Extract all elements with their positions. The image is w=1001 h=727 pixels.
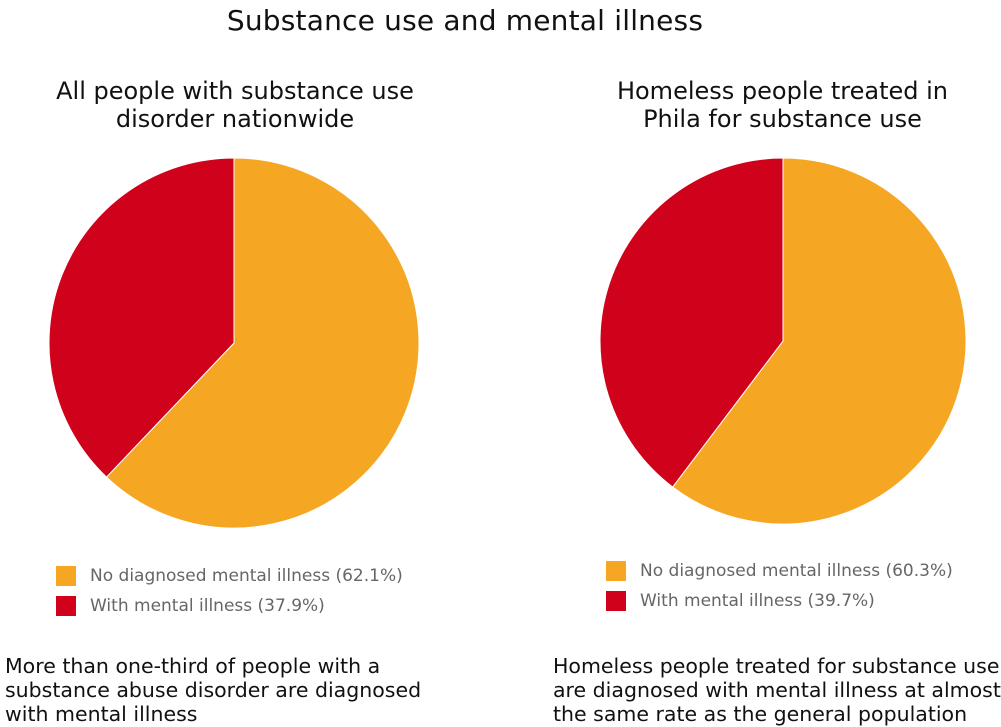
chart-panel-nationwide: All people with substance use disorder n…: [0, 0, 470, 727]
page-title: Substance use and mental illness: [226, 4, 704, 37]
legend-item-no-mental-illness[interactable]: No diagnosed mental illness (60.3%): [606, 556, 953, 586]
legend-label: No diagnosed mental illness (62.1%): [90, 566, 403, 586]
caption-line: with mental illness: [5, 702, 198, 726]
chart-title-line: All people with substance use: [56, 77, 414, 105]
chart-title-line: Homeless people treated in: [616, 77, 949, 105]
chart-title-line: disorder nationwide: [115, 105, 355, 133]
legend-swatch-with-mental-illness: [56, 596, 76, 616]
pie-chart: [48, 157, 420, 529]
chart-title: Homeless people treated in Phila for sub…: [580, 77, 985, 133]
pie-slice-with-mental-illness[interactable]: [48, 157, 235, 478]
legend-item-no-mental-illness[interactable]: No diagnosed mental illness (62.1%): [56, 561, 403, 591]
chart-caption: Homeless people treated for substance us…: [553, 654, 1001, 726]
legend-label: With mental illness (39.7%): [640, 591, 875, 611]
caption-line: Homeless people treated for substance us…: [553, 654, 1000, 678]
legend-swatch-no-mental-illness: [56, 566, 76, 586]
chart-title-line: Phila for substance use: [643, 105, 922, 133]
caption-line: substance abuse disorder are diagnosed: [5, 678, 422, 702]
legend-swatch-with-mental-illness: [606, 591, 626, 611]
legend: No diagnosed mental illness (60.3%) With…: [606, 556, 953, 616]
pie-chart: [599, 157, 967, 525]
legend-swatch-no-mental-illness: [606, 561, 626, 581]
legend-item-with-mental-illness[interactable]: With mental illness (39.7%): [606, 586, 953, 616]
chart-caption: More than one-third of people with a sub…: [5, 654, 470, 726]
pie-slice-no-mental-illness[interactable]: [105, 157, 420, 529]
caption-line: the same rate as the general population: [553, 702, 968, 726]
pie-slice-with-mental-illness[interactable]: [599, 157, 784, 488]
legend: No diagnosed mental illness (62.1%) With…: [56, 561, 403, 621]
legend-label: With mental illness (37.9%): [90, 596, 325, 616]
pie-slice-no-mental-illness[interactable]: [671, 157, 967, 525]
legend-item-with-mental-illness[interactable]: With mental illness (37.9%): [56, 591, 403, 621]
chart-title: All people with substance use disorder n…: [20, 77, 450, 133]
chart-panel-philadelphia: Homeless people treated in Phila for sub…: [550, 0, 1001, 727]
legend-label: No diagnosed mental illness (60.3%): [640, 561, 953, 581]
caption-line: are diagnosed with mental illness at alm…: [553, 678, 1001, 702]
caption-line: More than one-third of people with a: [5, 654, 381, 678]
